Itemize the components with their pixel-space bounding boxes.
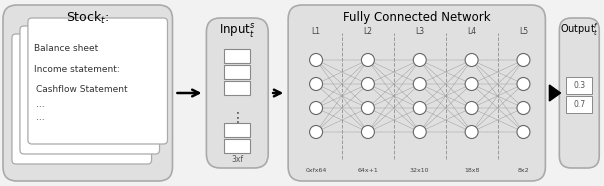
Circle shape — [361, 102, 374, 115]
FancyBboxPatch shape — [20, 26, 159, 154]
Bar — [567, 77, 593, 94]
Text: 0.3: 0.3 — [573, 81, 585, 90]
FancyBboxPatch shape — [207, 18, 268, 168]
FancyBboxPatch shape — [28, 18, 167, 144]
Text: Output$_t^f$: Output$_t^f$ — [560, 22, 599, 38]
Text: 0.7: 0.7 — [573, 100, 585, 109]
Text: 3xf: 3xf — [231, 155, 243, 163]
Text: Fully Connected Network: Fully Connected Network — [343, 10, 490, 23]
Text: L3: L3 — [415, 26, 425, 36]
Text: L1: L1 — [312, 26, 321, 36]
Text: ⋮: ⋮ — [230, 111, 244, 125]
Circle shape — [413, 78, 426, 91]
Text: 64x+1: 64x+1 — [358, 169, 378, 174]
Text: 18x8: 18x8 — [464, 169, 480, 174]
Text: 8x2: 8x2 — [518, 169, 529, 174]
Circle shape — [517, 102, 530, 115]
Circle shape — [465, 126, 478, 139]
Bar — [224, 123, 250, 137]
Bar — [224, 65, 250, 79]
Bar — [224, 49, 250, 63]
FancyBboxPatch shape — [559, 18, 599, 168]
Bar — [224, 139, 250, 153]
FancyBboxPatch shape — [3, 5, 173, 181]
Text: 32x10: 32x10 — [410, 169, 429, 174]
Bar — [224, 81, 250, 95]
Bar — [567, 96, 593, 113]
Circle shape — [465, 78, 478, 91]
Circle shape — [361, 78, 374, 91]
Circle shape — [361, 54, 374, 67]
Text: ...: ... — [36, 113, 45, 121]
Text: L4: L4 — [467, 26, 476, 36]
Circle shape — [465, 54, 478, 67]
Circle shape — [413, 102, 426, 115]
Circle shape — [310, 126, 323, 139]
Circle shape — [310, 78, 323, 91]
Text: Income statement:: Income statement: — [34, 65, 120, 73]
Circle shape — [413, 54, 426, 67]
Text: L5: L5 — [519, 26, 528, 36]
Text: Balance sheet: Balance sheet — [34, 44, 98, 52]
Text: L2: L2 — [364, 26, 373, 36]
Circle shape — [517, 78, 530, 91]
FancyBboxPatch shape — [288, 5, 545, 181]
Text: 0xfx64: 0xfx64 — [306, 169, 327, 174]
Text: Cashflow Statement: Cashflow Statement — [36, 84, 127, 94]
Circle shape — [310, 54, 323, 67]
Circle shape — [517, 126, 530, 139]
Circle shape — [517, 54, 530, 67]
Circle shape — [310, 102, 323, 115]
Circle shape — [361, 126, 374, 139]
Circle shape — [413, 126, 426, 139]
Text: Stock$_t$:: Stock$_t$: — [66, 10, 109, 26]
Circle shape — [465, 102, 478, 115]
Text: Input$_t^s$: Input$_t^s$ — [219, 22, 255, 40]
Polygon shape — [550, 85, 561, 101]
FancyBboxPatch shape — [12, 34, 152, 164]
Text: ...: ... — [36, 100, 45, 108]
